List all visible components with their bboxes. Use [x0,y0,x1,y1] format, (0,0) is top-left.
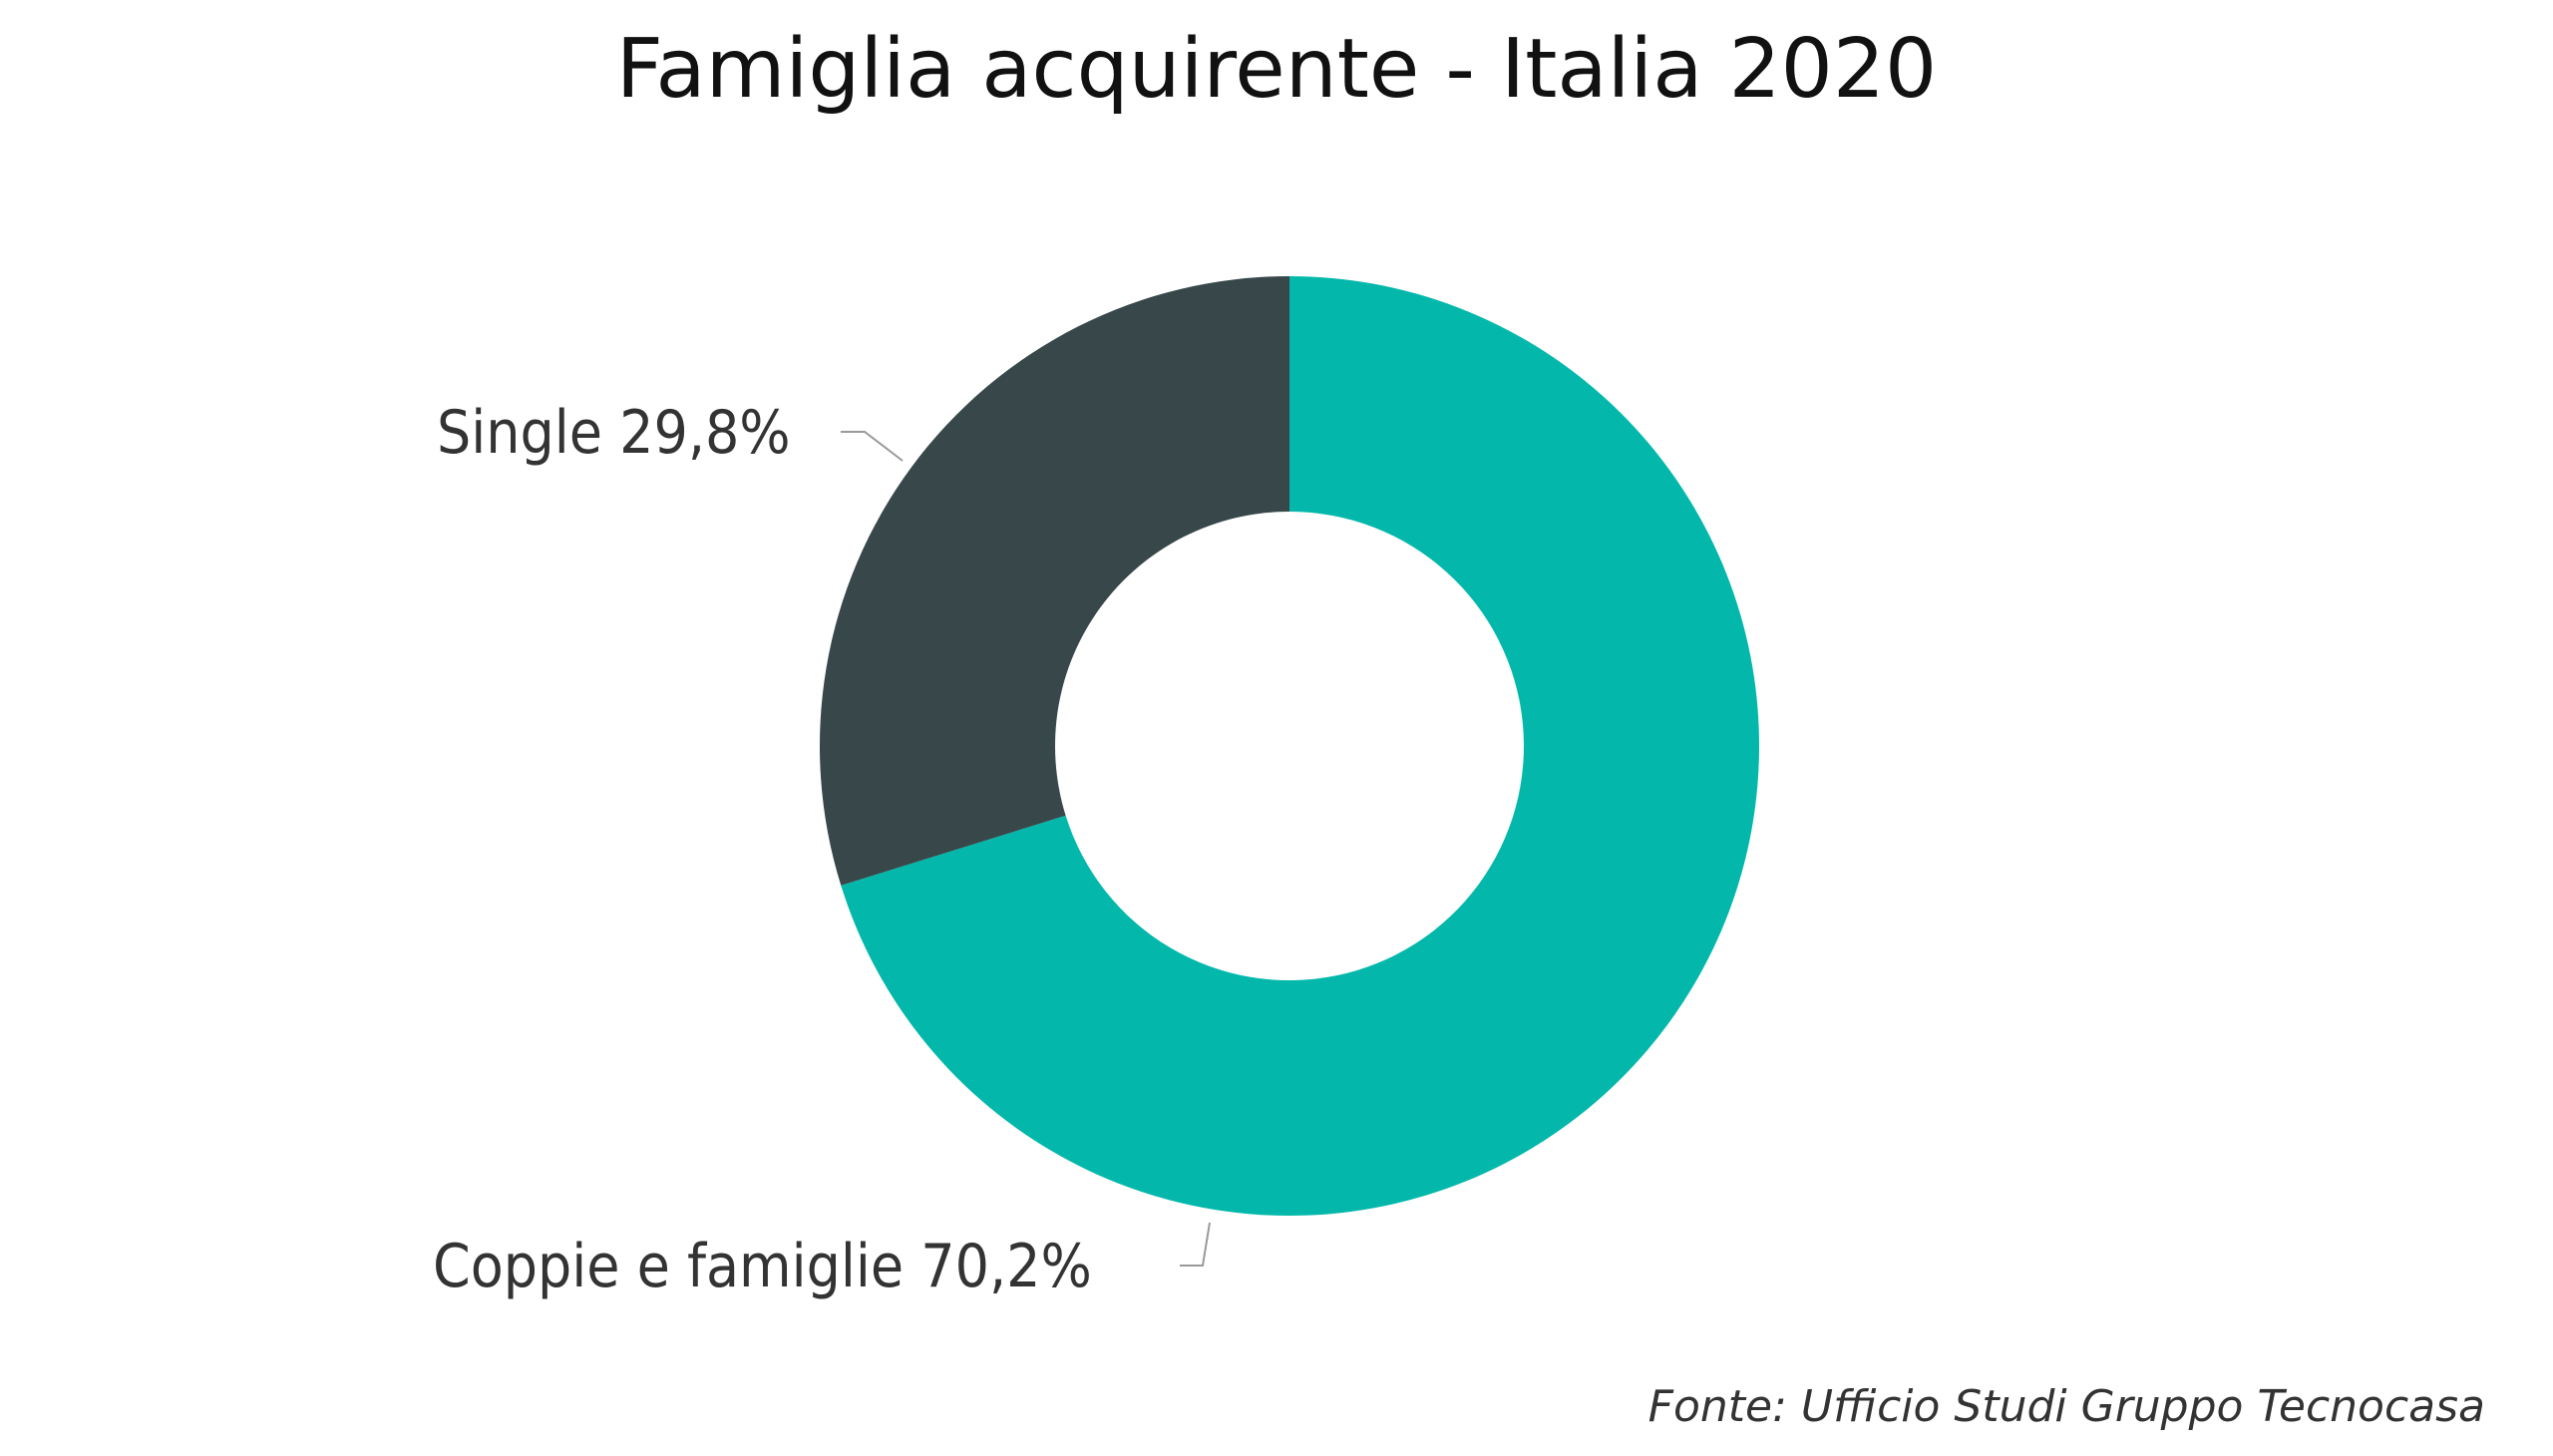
source-note: Fonte: Ufficio Studi Gruppo Tecnocasa [1647,1381,2485,1432]
slice-coppie-e-famiglie [841,276,1759,1216]
slice-single [820,276,1289,886]
data-label-coppie: Coppie e famiglie 70,2% [433,1232,1092,1301]
leader-line-single [841,431,904,462]
data-label-single: Single 29,8% [437,398,791,468]
leader-line-coppie [1180,1222,1211,1267]
chart-title: Famiglia acquirente - Italia 2020 [615,22,1938,117]
